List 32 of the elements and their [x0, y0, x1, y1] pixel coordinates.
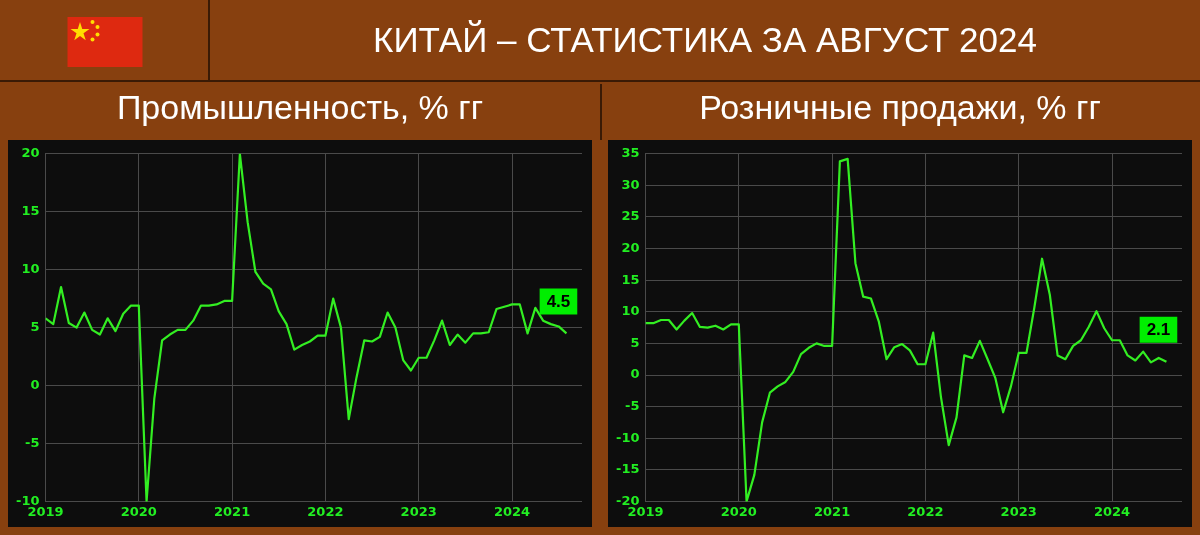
chart-title: Розничные продажи, % гг [698, 88, 1102, 127]
y-tick-label: 30 [621, 176, 640, 192]
x-tick-label: 2020 [720, 503, 757, 519]
x-tick-label: 2020 [120, 503, 157, 519]
y-tick-label: 0 [630, 366, 640, 382]
y-tick-label: -10 [615, 429, 640, 445]
x-tick-label: 2024 [493, 503, 531, 519]
text: КИТАЙ – СТАТИСТИКА ЗА АВГУСТ 2024 [208, 0, 1200, 80]
x-tick-label: 2023 [400, 503, 437, 519]
x-tick-label: 2024 [1093, 503, 1131, 519]
data-label: 4.5 [546, 292, 571, 312]
data-label: 2.1 [1146, 320, 1171, 340]
y-tick-label: 5 [630, 334, 640, 350]
y-tick-label: 20 [621, 239, 640, 255]
y-tick-label: -15 [615, 461, 640, 477]
y-tick-label: 0 [30, 376, 40, 392]
x-tick-label: 2021 [214, 503, 251, 519]
y-tick-label: 25 [621, 208, 640, 224]
x-tick-label: 2022 [307, 503, 344, 519]
x-tick-label: 2021 [814, 503, 851, 519]
y-tick-label: 20 [21, 145, 40, 161]
y-tick-label: -5 [625, 397, 640, 413]
x-tick-label: 2022 [907, 503, 944, 519]
y-tick-label: 35 [621, 145, 640, 161]
x-tick-label: 2023 [1000, 503, 1037, 519]
y-tick-label: 10 [621, 303, 640, 319]
chart-title: Промышленность, % гг [115, 88, 485, 127]
y-tick-label: 15 [621, 271, 640, 287]
y-tick-label: 5 [30, 318, 40, 334]
y-tick-label: 10 [21, 261, 40, 277]
y-tick-label: 15 [21, 203, 40, 219]
y-tick-label: -5 [25, 434, 40, 450]
